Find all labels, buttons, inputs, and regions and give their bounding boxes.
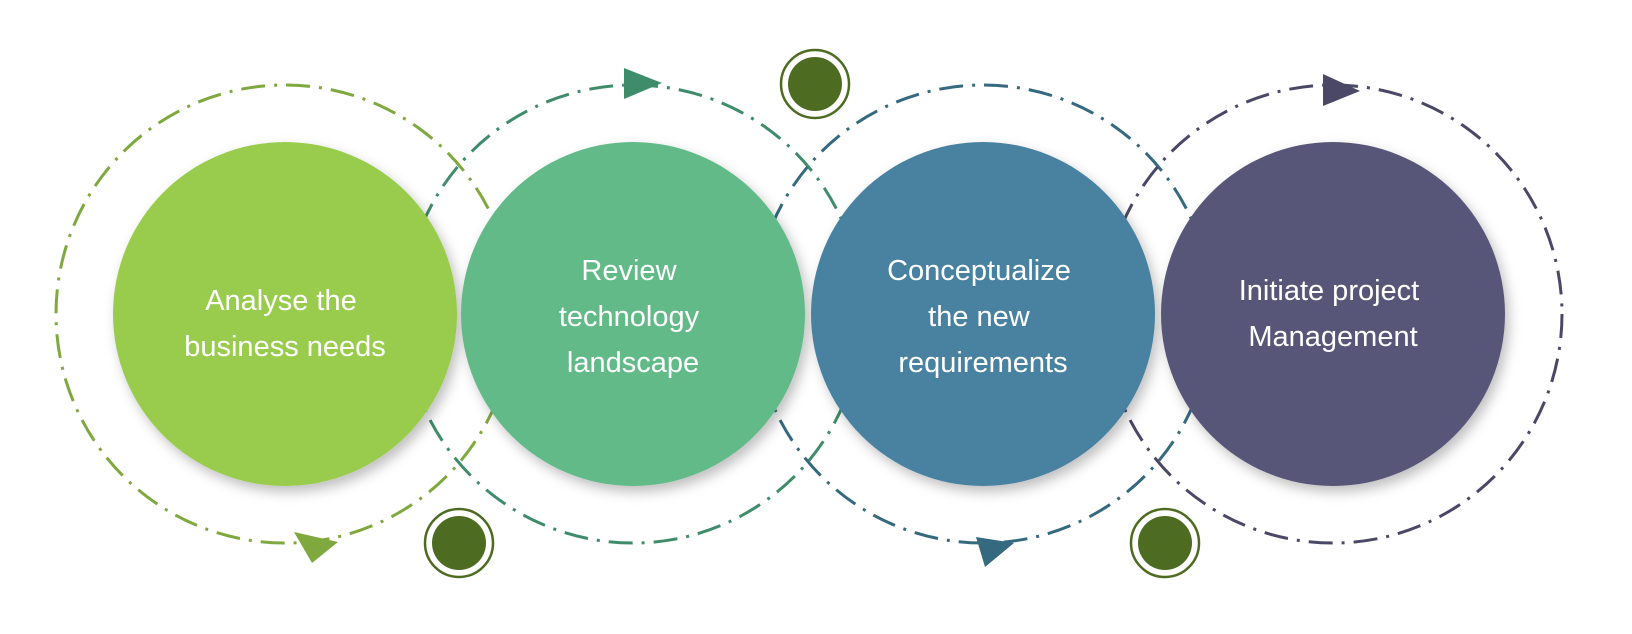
connector-dot bbox=[779, 48, 851, 120]
arrow-icon bbox=[976, 537, 1014, 567]
step-label-3: Conceptualize the new requirements bbox=[887, 255, 1079, 379]
arrow-icon bbox=[294, 532, 338, 563]
step-label-4: Initiate project Management bbox=[1239, 275, 1428, 353]
arrow-icon bbox=[1323, 74, 1360, 106]
step-labels: Analyse the business needs Review techno… bbox=[184, 255, 1428, 379]
step-circle-1 bbox=[113, 142, 457, 486]
ring-arrows bbox=[294, 68, 1360, 567]
step-circle-3 bbox=[811, 142, 1155, 486]
arrow-icon bbox=[624, 68, 662, 99]
step-circle-4 bbox=[1161, 142, 1505, 486]
connector-dot bbox=[1129, 507, 1201, 579]
ring-step-4 bbox=[1102, 83, 1564, 545]
connector-dots bbox=[423, 48, 1201, 579]
step-label-2: Review technology landscape bbox=[559, 255, 707, 379]
connector-dot bbox=[423, 507, 495, 579]
step-circle-2 bbox=[461, 142, 805, 486]
step-circles bbox=[113, 142, 1505, 486]
step-label-1: Analyse the business needs bbox=[184, 285, 386, 363]
